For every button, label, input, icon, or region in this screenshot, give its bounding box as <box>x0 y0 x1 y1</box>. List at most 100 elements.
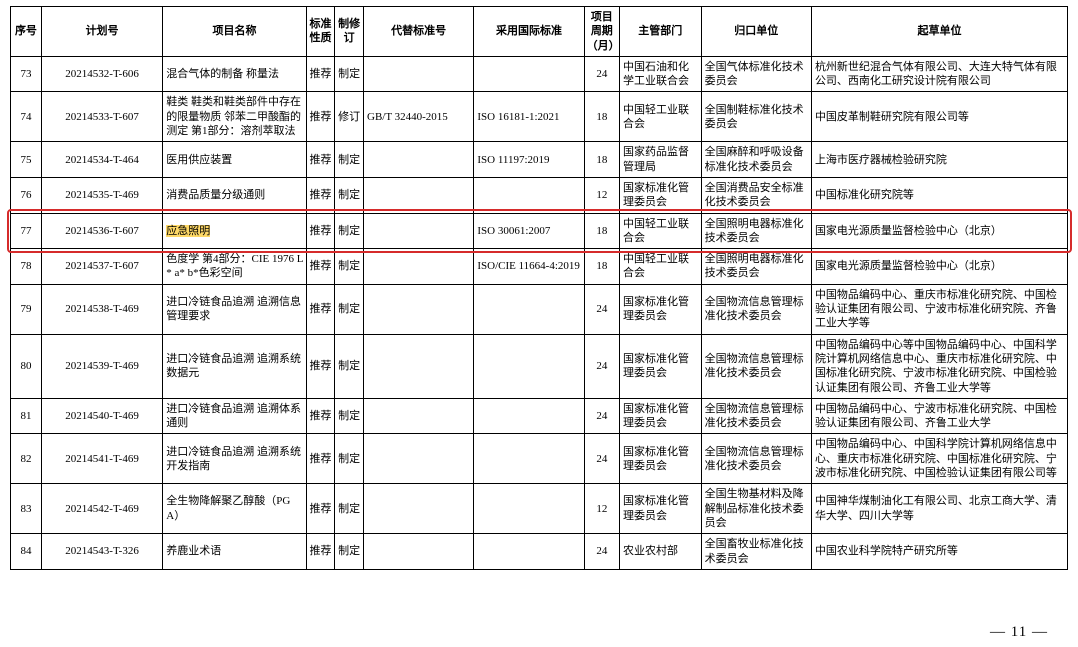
table-row: 7320214532-T-606混合气体的制备 称量法推荐制定24中国石油和化学… <box>11 56 1068 92</box>
col-drafter: 起草单位 <box>811 7 1067 57</box>
cell-intl <box>474 398 584 434</box>
cell-std_nature: 推荐 <box>306 142 335 178</box>
cell-rev: 制定 <box>335 284 364 334</box>
cell-dept: 国家标准化管理委员会 <box>619 284 701 334</box>
cell-plan: 20214533-T-607 <box>41 92 162 142</box>
cell-plan: 20214543-T-326 <box>41 534 162 570</box>
cell-seq: 83 <box>11 484 42 534</box>
cell-dept: 农业农村部 <box>619 534 701 570</box>
cell-drafter: 国家电光源质量监督检验中心（北京） <box>811 213 1067 249</box>
cell-intl: ISO 30061:2007 <box>474 213 584 249</box>
cell-name: 混合气体的制备 称量法 <box>163 56 306 92</box>
cell-intl <box>474 534 584 570</box>
cell-dept: 国家标准化管理委员会 <box>619 334 701 398</box>
cell-unit: 全国物流信息管理标准化技术委员会 <box>701 334 811 398</box>
cell-period: 24 <box>584 534 619 570</box>
col-unit: 归口单位 <box>701 7 811 57</box>
cell-rev: 制定 <box>335 56 364 92</box>
col-replace: 代替标准号 <box>364 7 474 57</box>
table-row: 8420214543-T-326养鹿业术语推荐制定 24农业农村部全国畜牧业标准化… <box>11 534 1068 570</box>
cell-unit: 全国麻醉和呼吸设备标准化技术委员会 <box>701 142 811 178</box>
cell-plan: 20214535-T-469 <box>41 177 162 213</box>
cell-drafter: 中国物品编码中心、重庆市标准化研究院、中国检验认证集团有限公司、宁波市标准化研究… <box>811 284 1067 334</box>
col-plan: 计划号 <box>41 7 162 57</box>
cell-dept: 国家药品监督管理局 <box>619 142 701 178</box>
cell-period: 24 <box>584 334 619 398</box>
cell-name: 进口冷链食品追溯 追溯系统开发指南 <box>163 434 306 484</box>
cell-seq: 84 <box>11 534 42 570</box>
cell-name: 鞋类 鞋类和鞋类部件中存在的限量物质 邻苯二甲酸酯的测定 第1部分：溶剂萃取法 <box>163 92 306 142</box>
table-row: 7620214535-T-469消费品质量分级通则推荐制定12国家标准化管理委员… <box>11 177 1068 213</box>
cell-name: 进口冷链食品追溯 追溯系统数据元 <box>163 334 306 398</box>
cell-name: 全生物降解聚乙醇酸（PGA） <box>163 484 306 534</box>
cell-period: 18 <box>584 213 619 249</box>
cell-name: 进口冷链食品追溯 追溯信息管理要求 <box>163 284 306 334</box>
cell-period: 24 <box>584 434 619 484</box>
cell-std_nature: 推荐 <box>306 249 335 285</box>
cell-std_nature: 推荐 <box>306 56 335 92</box>
cell-drafter: 国家电光源质量监督检验中心（北京） <box>811 249 1067 285</box>
cell-seq: 80 <box>11 334 42 398</box>
cell-intl <box>474 284 584 334</box>
cell-period: 12 <box>584 177 619 213</box>
cell-intl: ISO/CIE 11664-4:2019 <box>474 249 584 285</box>
cell-drafter: 中国物品编码中心等中国物品编码中心、中国科学院计算机网络信息中心、重庆市标准化研… <box>811 334 1067 398</box>
cell-seq: 81 <box>11 398 42 434</box>
cell-unit: 全国物流信息管理标准化技术委员会 <box>701 398 811 434</box>
col-period: 项目周期（月） <box>584 7 619 57</box>
cell-period: 24 <box>584 56 619 92</box>
cell-seq: 76 <box>11 177 42 213</box>
cell-dept: 中国轻工业联合会 <box>619 249 701 285</box>
cell-unit: 全国消费品安全标准化技术委员会 <box>701 177 811 213</box>
table-row: 8220214541-T-469进口冷链食品追溯 追溯系统开发指南推荐制定24国… <box>11 434 1068 484</box>
cell-drafter: 上海市医疗器械检验研究院 <box>811 142 1067 178</box>
cell-unit: 全国气体标准化技术委员会 <box>701 56 811 92</box>
cell-replace <box>364 249 474 285</box>
cell-replace <box>364 56 474 92</box>
cell-intl <box>474 177 584 213</box>
cell-std_nature: 推荐 <box>306 92 335 142</box>
cell-dept: 中国石油和化学工业联合会 <box>619 56 701 92</box>
cell-unit: 全国畜牧业标准化技术委员会 <box>701 534 811 570</box>
cell-dept: 中国轻工业联合会 <box>619 92 701 142</box>
cell-plan: 20214532-T-606 <box>41 56 162 92</box>
cell-period: 12 <box>584 484 619 534</box>
cell-period: 18 <box>584 249 619 285</box>
cell-seq: 78 <box>11 249 42 285</box>
cell-plan: 20214542-T-469 <box>41 484 162 534</box>
cell-dept: 中国轻工业联合会 <box>619 213 701 249</box>
cell-rev: 制定 <box>335 177 364 213</box>
col-dept: 主管部门 <box>619 7 701 57</box>
cell-drafter: 中国神华煤制油化工有限公司、北京工商大学、清华大学、四川大学等 <box>811 484 1067 534</box>
cell-seq: 74 <box>11 92 42 142</box>
cell-replace: GB/T 32440-2015 <box>364 92 474 142</box>
cell-seq: 77 <box>11 213 42 249</box>
col-std-nature: 标准性质 <box>306 7 335 57</box>
page-number: — 11 — <box>990 624 1048 641</box>
cell-unit: 全国生物基材料及降解制品标准化技术委员会 <box>701 484 811 534</box>
cell-drafter: 中国农业科学院特产研究所等 <box>811 534 1067 570</box>
cell-rev: 制定 <box>335 434 364 484</box>
cell-std_nature: 推荐 <box>306 534 335 570</box>
cell-plan: 20214538-T-469 <box>41 284 162 334</box>
cell-replace <box>364 142 474 178</box>
cell-drafter: 杭州新世纪混合气体有限公司、大连大特气体有限公司、西南化工研究设计院有限公司 <box>811 56 1067 92</box>
cell-unit: 全国物流信息管理标准化技术委员会 <box>701 434 811 484</box>
table-header-row: 序号 计划号 项目名称 标准性质 制修订 代替标准号 采用国际标准 项目周期（月… <box>11 7 1068 57</box>
col-rev: 制修订 <box>335 7 364 57</box>
cell-intl <box>474 434 584 484</box>
cell-replace <box>364 213 474 249</box>
cell-rev: 制定 <box>335 534 364 570</box>
cell-intl <box>474 334 584 398</box>
cell-plan: 20214541-T-469 <box>41 434 162 484</box>
cell-unit: 全国物流信息管理标准化技术委员会 <box>701 284 811 334</box>
cell-name: 养鹿业术语 <box>163 534 306 570</box>
cell-rev: 制定 <box>335 484 364 534</box>
table-row: 8120214540-T-469进口冷链食品追溯 追溯体系通则推荐制定24国家标… <box>11 398 1068 434</box>
cell-unit: 全国照明电器标准化技术委员会 <box>701 249 811 285</box>
cell-unit: 全国照明电器标准化技术委员会 <box>701 213 811 249</box>
table-row: 7820214537-T-607色度学 第4部分：CIE 1976 L* a* … <box>11 249 1068 285</box>
cell-drafter: 中国物品编码中心、中国科学院计算机网络信息中心、重庆市标准化研究院、中国标准化研… <box>811 434 1067 484</box>
cell-rev: 制定 <box>335 334 364 398</box>
cell-dept: 国家标准化管理委员会 <box>619 177 701 213</box>
